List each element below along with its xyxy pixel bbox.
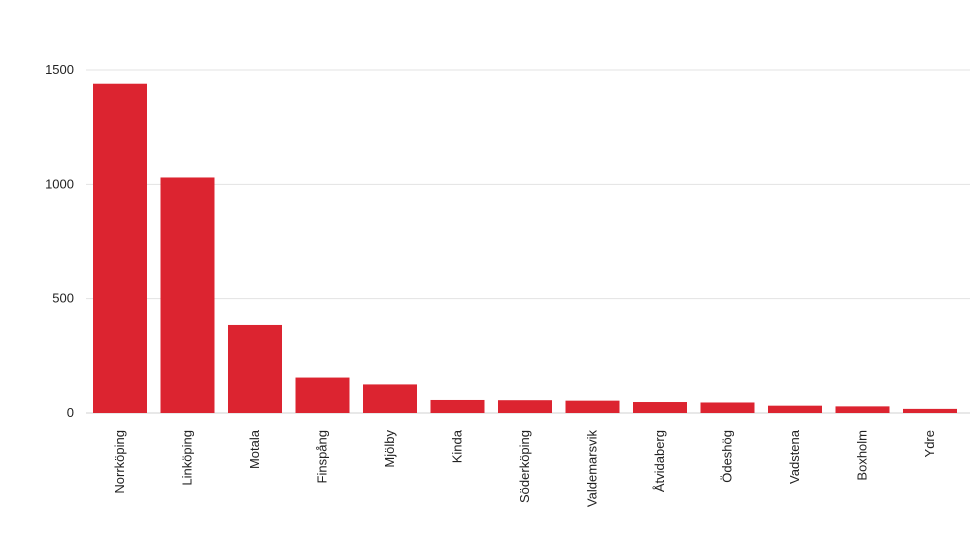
x-tick-label: Ydre — [922, 430, 937, 457]
bar — [700, 402, 755, 413]
bar — [768, 405, 822, 413]
bar — [295, 377, 350, 413]
bar — [160, 177, 215, 413]
x-tick-label: Motala — [247, 429, 262, 469]
y-tick-label: 1000 — [45, 176, 74, 191]
y-tick-label: 1500 — [45, 62, 74, 77]
bars — [93, 83, 957, 413]
bar — [565, 400, 620, 413]
x-tick-label: Boxholm — [855, 430, 870, 481]
y-tick-label: 0 — [67, 405, 74, 420]
y-axis-ticks: 0 500 1000 1500 — [45, 62, 74, 420]
x-tick-label: Finspång — [315, 430, 330, 483]
bar — [228, 324, 282, 413]
bar — [835, 406, 890, 413]
x-tick-label: Åtvidaberg — [652, 430, 667, 492]
x-tick-label: Kinda — [450, 429, 465, 463]
bar — [903, 408, 957, 413]
gridlines — [86, 69, 970, 414]
x-tick-label: Valdemarsvik — [585, 430, 600, 508]
bar — [93, 83, 147, 413]
x-tick-label: Söderköping — [517, 430, 532, 503]
y-tick-label: 500 — [52, 291, 74, 306]
x-tick-label: Linköping — [180, 430, 195, 486]
bar — [363, 384, 417, 413]
x-tick-label: Ödeshög — [720, 430, 735, 483]
x-tick-label: Norrköping — [112, 430, 127, 494]
bar — [498, 400, 552, 413]
x-tick-label: Mjölby — [382, 430, 397, 468]
bar — [430, 399, 485, 413]
bar — [633, 402, 687, 413]
x-tick-label: Vadstena — [787, 429, 802, 484]
x-axis-ticks: Norrköping Linköping Motala Finspång Mjölby K… — [112, 429, 937, 507]
